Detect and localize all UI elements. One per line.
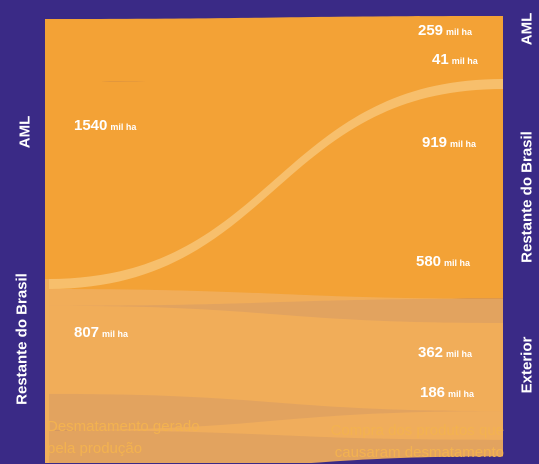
flow-aml-to-aml: [48, 16, 503, 83]
flow-value-aml-restante: 919 mil ha: [422, 134, 477, 151]
flow-value-restante-exterior: 186 mil ha: [420, 384, 475, 401]
flow-aml-to-restante: [48, 75, 503, 306]
source-label-aml: AML: [16, 115, 34, 149]
flow-restante-to-restante: [48, 288, 503, 440]
flow-value-restante-restante: 580 mil ha: [416, 253, 471, 270]
flow-value-restante-aml: 41 mil ha: [432, 51, 478, 68]
target-label-restante: Restante do Brasil: [518, 131, 536, 263]
source-value-aml: 1540 mil ha: [74, 117, 137, 134]
flow-value-aml-aml: 259 mil ha: [418, 22, 473, 39]
target-label-aml: AML: [518, 12, 536, 46]
source-node-aml: [45, 19, 49, 394]
source-value-restante: 807 mil ha: [74, 324, 129, 341]
target-label-exterior: Exterior: [518, 336, 536, 394]
source-label-restante: Restante do Brasil: [13, 273, 31, 405]
flow-value-aml-exterior: 362 mil ha: [418, 344, 473, 361]
flow-restante-to-aml: [48, 79, 503, 289]
right-caption: Compra dos produtos que causaram desmata…: [330, 422, 504, 461]
left-caption: Desmatamento gerado pela produção: [47, 418, 200, 457]
source-node-restante: [45, 279, 49, 463]
